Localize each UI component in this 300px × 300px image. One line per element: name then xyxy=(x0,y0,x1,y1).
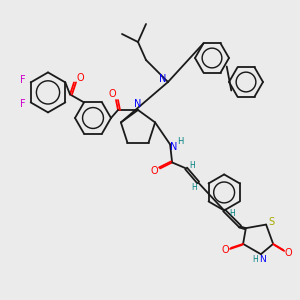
Text: O: O xyxy=(76,74,84,83)
Text: N: N xyxy=(260,255,266,264)
Text: O: O xyxy=(221,245,229,255)
Text: O: O xyxy=(108,89,116,99)
Text: N: N xyxy=(159,74,167,84)
Text: H: H xyxy=(177,137,183,146)
Text: H: H xyxy=(229,209,235,218)
Text: F: F xyxy=(20,75,26,85)
Text: H: H xyxy=(252,255,258,264)
Text: O: O xyxy=(284,248,292,258)
Text: N: N xyxy=(170,142,178,152)
Text: H: H xyxy=(189,161,195,170)
Text: O: O xyxy=(150,167,158,176)
Text: S: S xyxy=(268,217,274,226)
Text: F: F xyxy=(20,99,26,110)
Text: N: N xyxy=(134,99,142,109)
Text: H: H xyxy=(191,183,197,192)
